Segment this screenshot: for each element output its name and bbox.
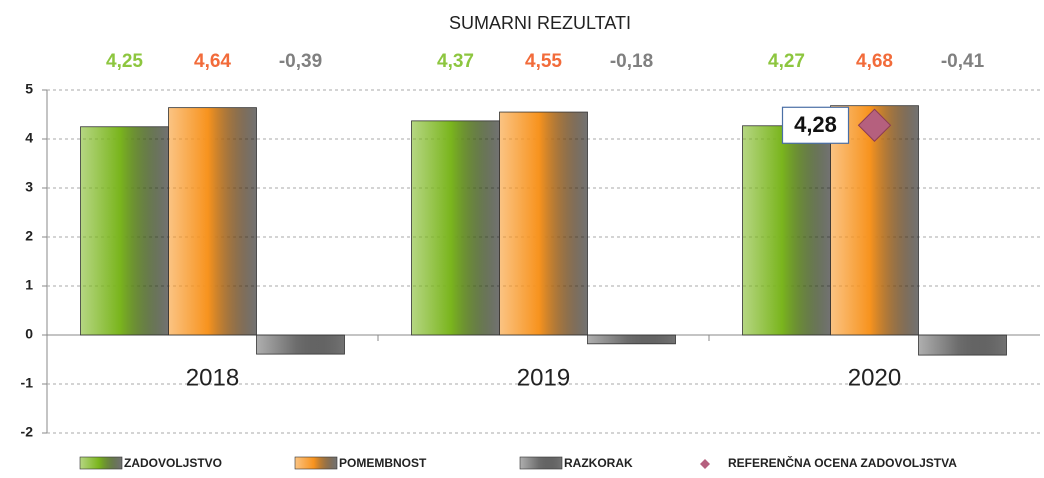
y-tick-label: 3	[25, 179, 33, 195]
bar	[918, 334, 1007, 356]
legend-label: RAZKORAK	[564, 456, 633, 470]
legend-label: ZADOVOLJSTVO	[124, 456, 222, 470]
legend-swatch	[79, 456, 123, 470]
legend-marker	[700, 459, 710, 469]
legend-swatch	[519, 456, 563, 470]
value-label: 4,64	[194, 51, 231, 72]
x-tick-label: 2020	[848, 364, 901, 391]
chart-title: SUMARNI REZULTATI	[449, 13, 631, 33]
y-tick-label: -1	[21, 375, 34, 391]
value-label: -0,41	[941, 51, 985, 72]
value-label: 4,68	[856, 51, 893, 72]
ref-label-box	[781, 106, 850, 144]
y-tick-label: 2	[25, 228, 33, 244]
value-label: 4,37	[437, 51, 474, 72]
bar	[830, 105, 919, 336]
value-label: 4,55	[525, 51, 562, 72]
bar	[742, 125, 831, 336]
bar	[499, 111, 588, 336]
ref-value-label: 4,28	[794, 112, 837, 137]
y-tick-label: 1	[25, 277, 33, 293]
legend-label: REFERENČNA OCENA ZADOVOLJSTVA	[728, 455, 957, 470]
value-label: -0,39	[279, 51, 322, 72]
value-label: 4,25	[106, 51, 143, 72]
bar	[256, 334, 345, 355]
value-label: -0,18	[610, 51, 653, 72]
y-tick-label: -2	[21, 424, 34, 440]
x-tick-label: 2019	[517, 364, 570, 391]
bar	[80, 126, 169, 336]
bar	[411, 120, 500, 336]
y-tick-label: 5	[25, 81, 33, 97]
ref-point	[857, 108, 892, 142]
y-tick-label: 0	[25, 326, 33, 342]
legend-label: POMEMBNOST	[339, 456, 427, 470]
y-tick-label: 4	[25, 130, 33, 146]
bar	[168, 107, 257, 336]
bar	[587, 334, 676, 345]
value-label: 4,27	[768, 51, 805, 72]
legend-swatch	[294, 456, 338, 470]
x-tick-label: 2018	[186, 364, 239, 391]
